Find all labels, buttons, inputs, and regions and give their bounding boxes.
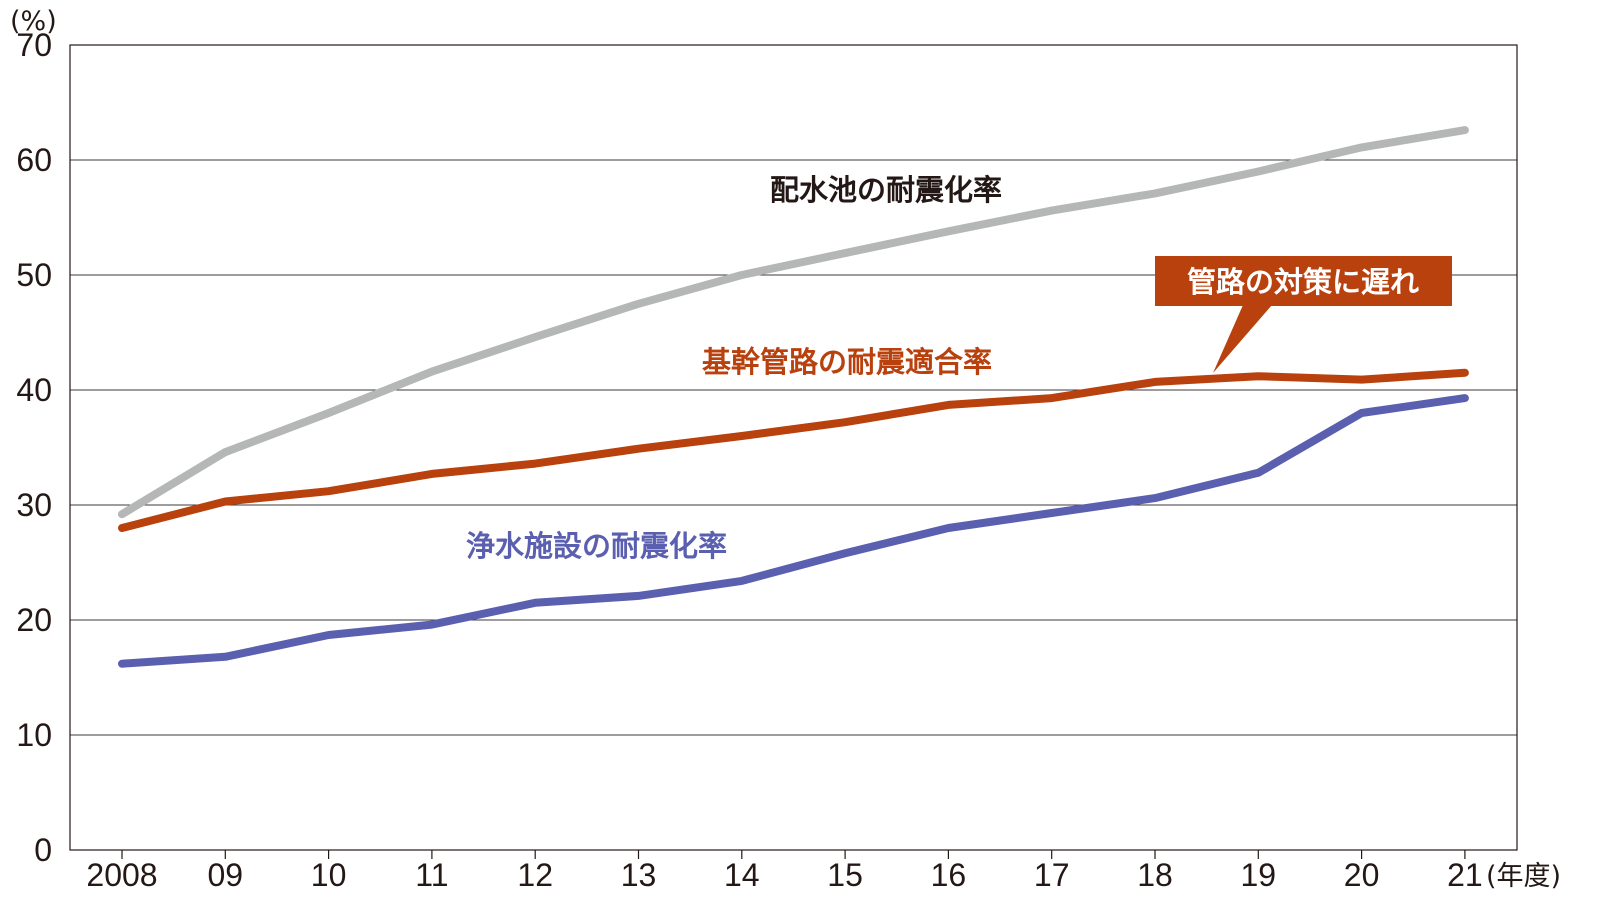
y-tick-label: 10 [16, 717, 52, 753]
callout: 管路の対策に遅れ [1155, 256, 1452, 373]
x-tick-label: 16 [931, 857, 967, 893]
x-tick-label: 2008 [86, 857, 157, 893]
x-tick-label: 19 [1241, 857, 1277, 893]
series-label-pipeline: 基幹管路の耐震適合率 [702, 345, 992, 379]
x-tick-label: 17 [1034, 857, 1070, 893]
y-tick-label: 0 [34, 832, 52, 868]
series-lines [118, 126, 1469, 668]
x-axis-ticks: 2008 09 10 11 12 13 14 15 16 17 18 19 20 21 [86, 850, 1483, 893]
series-label-reservoir: 配水池の耐震化率 [770, 173, 1002, 207]
y-tick-label: 60 [16, 142, 52, 178]
series-label-purification: 浄水施設の耐震化率 [466, 529, 727, 563]
y-tick-label: 30 [16, 487, 52, 523]
y-tick-label: 70 [16, 27, 52, 63]
x-tick-label: 10 [311, 857, 347, 893]
x-tick-label: 11 [415, 857, 448, 893]
y-axis-unit: (%) [10, 6, 57, 37]
y-tick-label: 20 [16, 602, 52, 638]
x-tick-label: 12 [517, 857, 553, 893]
series-line-1 [118, 368, 1469, 532]
x-tick-label: 20 [1344, 857, 1380, 893]
x-tick-label: 18 [1137, 857, 1173, 893]
callout-box [1155, 256, 1452, 306]
x-tick-label: 09 [208, 857, 244, 893]
series-line-0 [118, 126, 1469, 519]
y-tick-label: 50 [16, 257, 52, 293]
x-axis-unit: (年度) [1486, 861, 1561, 892]
series-line-2 [118, 394, 1469, 668]
y-tick-label: 40 [16, 372, 52, 408]
grid-lines [70, 159, 1517, 736]
x-tick-label: 21 [1447, 857, 1483, 893]
callout-text: 管路の対策に遅れ [1187, 265, 1419, 299]
plot-frame [69, 44, 1518, 851]
x-tick-label: 14 [724, 857, 760, 893]
y-axis-ticks: 0 10 20 30 40 50 60 70 [16, 27, 52, 868]
callout-pointer [1213, 305, 1272, 373]
x-tick-label: 15 [827, 857, 863, 893]
x-tick-label: 13 [621, 857, 657, 893]
